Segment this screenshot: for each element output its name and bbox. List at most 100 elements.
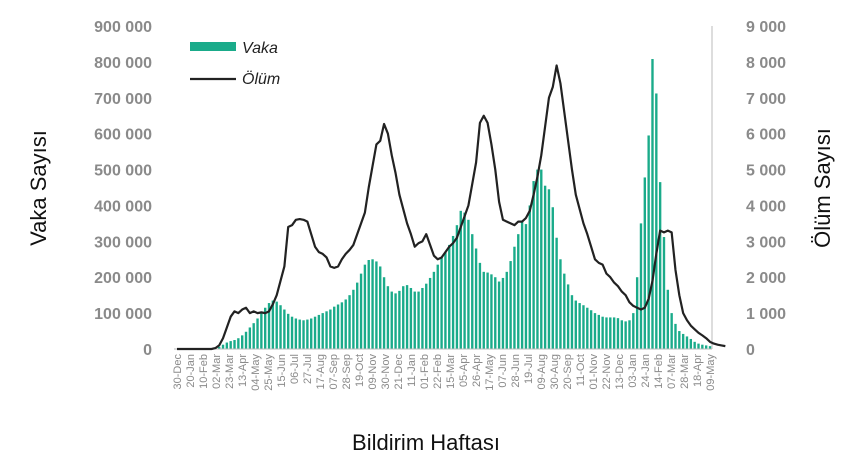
case-bar bbox=[536, 169, 539, 349]
y-tick-right: 1 000 bbox=[746, 306, 786, 323]
case-bar bbox=[310, 318, 313, 349]
y-tick-left: 100 000 bbox=[94, 306, 152, 323]
case-bar bbox=[432, 271, 436, 349]
case-bar bbox=[348, 295, 351, 349]
y-tick-left: 0 bbox=[143, 342, 152, 359]
case-bar bbox=[494, 277, 497, 349]
y-tick-left: 700 000 bbox=[94, 91, 152, 108]
x-tick: 03-Jan bbox=[627, 354, 639, 388]
case-bar bbox=[632, 313, 635, 349]
x-tick: 17-Aug bbox=[315, 354, 327, 389]
case-bar bbox=[459, 210, 462, 349]
case-bar bbox=[256, 318, 259, 349]
case-bar bbox=[329, 309, 332, 349]
case-bar bbox=[578, 303, 581, 349]
case-bar bbox=[241, 335, 244, 349]
x-tick: 17-May bbox=[484, 354, 496, 391]
case-bar bbox=[260, 313, 263, 349]
case-bar bbox=[601, 316, 604, 349]
x-tick: 21-Dec bbox=[393, 354, 405, 390]
y-tick-left: 500 000 bbox=[94, 163, 152, 180]
legend-label-olum: Ölüm bbox=[242, 70, 280, 88]
case-bar bbox=[708, 346, 712, 349]
case-bar bbox=[597, 314, 600, 349]
case-bar bbox=[248, 327, 252, 349]
case-bar bbox=[517, 234, 520, 349]
x-tick: 01-Nov bbox=[588, 354, 600, 390]
y-tick-left: 800 000 bbox=[94, 55, 152, 72]
case-bar bbox=[540, 169, 543, 349]
case-bar bbox=[413, 291, 416, 349]
case-bar bbox=[356, 282, 359, 349]
case-bar bbox=[325, 311, 328, 349]
x-tick: 20-Sep bbox=[562, 354, 574, 389]
case-bar bbox=[336, 304, 340, 349]
x-tick: 11-Oct bbox=[575, 354, 587, 386]
y-tick-left: 400 000 bbox=[94, 198, 152, 215]
case-bar bbox=[467, 219, 470, 349]
case-bar bbox=[612, 317, 616, 349]
case-bar bbox=[635, 277, 639, 349]
death-line bbox=[177, 64, 726, 351]
case-bar bbox=[566, 284, 570, 349]
case-bar bbox=[685, 336, 689, 349]
x-tick: 19-Jul bbox=[523, 354, 535, 384]
y-tick-right: 5 000 bbox=[746, 163, 786, 180]
y-tick-left: 300 000 bbox=[94, 234, 152, 251]
x-tick: 30-Nov bbox=[380, 354, 392, 390]
y-tick-left: 900 000 bbox=[94, 19, 152, 36]
x-tick: 19-Oct bbox=[354, 354, 366, 387]
case-bar bbox=[375, 261, 378, 349]
x-tick: 28-Jun bbox=[510, 354, 522, 388]
x-tick: 14-Feb bbox=[653, 354, 665, 389]
x-tick: 15-Jun bbox=[276, 354, 288, 388]
x-tick: 02-Mar bbox=[211, 354, 223, 389]
case-bar bbox=[379, 266, 382, 349]
case-bar bbox=[593, 313, 597, 349]
x-tick: 23-Mar bbox=[224, 354, 236, 389]
case-bar bbox=[252, 323, 255, 349]
y-tick-right: 9 000 bbox=[746, 19, 786, 36]
case-bar bbox=[217, 346, 221, 349]
y-axis-title-left: Vaka Sayısı bbox=[26, 130, 51, 246]
x-tick: 13-Dec bbox=[614, 354, 626, 390]
x-tick: 18-Apr bbox=[692, 354, 704, 387]
case-bar bbox=[463, 212, 466, 349]
case-bar bbox=[382, 277, 386, 349]
left-axis-ticks: 0 100 000 200 000 300 000 400 000 500 000 600 … bbox=[94, 19, 152, 359]
case-bar bbox=[628, 320, 631, 349]
case-bar bbox=[317, 314, 321, 349]
case-bar bbox=[287, 313, 290, 349]
case-bar bbox=[681, 333, 685, 349]
case-bar bbox=[520, 221, 524, 349]
case-bar bbox=[605, 317, 608, 349]
case-bar bbox=[448, 244, 451, 349]
case-bar bbox=[482, 271, 485, 349]
case-bar bbox=[547, 189, 551, 349]
case-bar bbox=[586, 307, 589, 349]
y-tick-left: 600 000 bbox=[94, 127, 152, 144]
x-tick: 11-Jan bbox=[406, 354, 418, 387]
case-bar bbox=[425, 283, 428, 349]
y-axis-title-right: Ölüm Sayısı bbox=[810, 128, 835, 248]
case-bar bbox=[609, 317, 612, 349]
case-bar bbox=[394, 293, 397, 349]
case-bar bbox=[279, 305, 282, 349]
case-bar bbox=[559, 259, 562, 349]
case-bar bbox=[620, 320, 623, 349]
case-bar bbox=[497, 281, 501, 349]
right-axis-ticks: 0 1 000 2 000 3 000 4 000 5 000 6 000 7 000 8 00… bbox=[746, 19, 786, 359]
x-tick: 01-Feb bbox=[419, 354, 431, 389]
x-tick: 22-Feb bbox=[432, 354, 444, 389]
case-bar bbox=[555, 237, 558, 349]
x-tick: 26-Apr bbox=[471, 354, 483, 387]
case-bar bbox=[582, 305, 585, 349]
case-bar bbox=[233, 340, 236, 349]
case-bar bbox=[697, 343, 700, 349]
case-bar bbox=[409, 287, 413, 349]
case-bar bbox=[344, 299, 347, 349]
case-bar bbox=[574, 300, 577, 349]
case-bar bbox=[670, 313, 673, 349]
case-bar bbox=[689, 338, 693, 349]
